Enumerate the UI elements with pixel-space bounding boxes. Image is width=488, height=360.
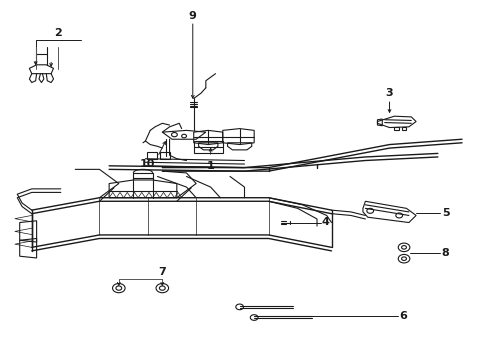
Text: 5: 5 <box>441 208 448 217</box>
Text: 2: 2 <box>54 28 62 38</box>
Text: 3: 3 <box>385 89 392 99</box>
Text: 10: 10 <box>140 159 155 170</box>
Text: 7: 7 <box>158 267 166 278</box>
Text: 8: 8 <box>441 248 448 258</box>
Text: 9: 9 <box>188 10 196 21</box>
Text: 6: 6 <box>398 311 406 321</box>
Text: 1: 1 <box>206 161 214 171</box>
Text: 4: 4 <box>321 217 329 227</box>
